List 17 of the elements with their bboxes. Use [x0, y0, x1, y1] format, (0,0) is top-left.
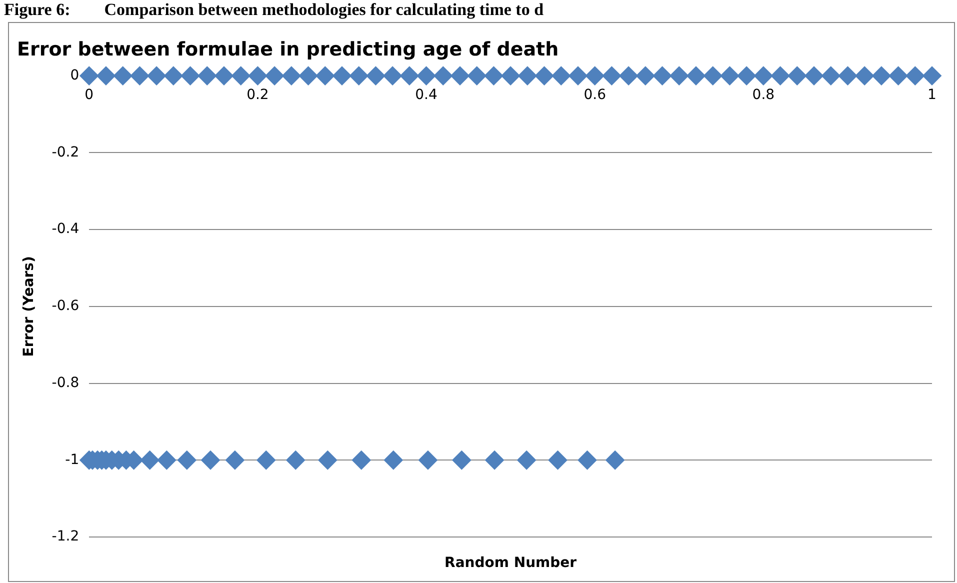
chart-title: Error between formulae in predicting age of death: [17, 38, 559, 60]
y-tick-label: -1.2: [52, 528, 80, 545]
x-axis-title: Random Number: [444, 555, 577, 571]
y-tick-label: -0.2: [52, 144, 80, 160]
x-tick-label: 0.8: [752, 86, 775, 103]
y-tick-label: -0.6: [52, 298, 80, 314]
y-tick-label: -0.4: [52, 221, 80, 238]
caption: Figure 6: Comparison between methodologies for calculating time to d: [4, 0, 544, 20]
y-tick-label: -0.8: [52, 374, 80, 391]
y-tick-label: -1: [65, 452, 80, 468]
x-tick-label: 0.4: [415, 86, 438, 103]
x-tick-label: 0.6: [584, 86, 606, 103]
y-axis-title: Error (Years): [21, 256, 38, 357]
y-tick-label: 0: [70, 67, 80, 84]
x-tick-label: 1: [928, 86, 936, 103]
x-tick-label: 0: [84, 86, 94, 103]
x-tick-label: 0.2: [246, 86, 269, 103]
